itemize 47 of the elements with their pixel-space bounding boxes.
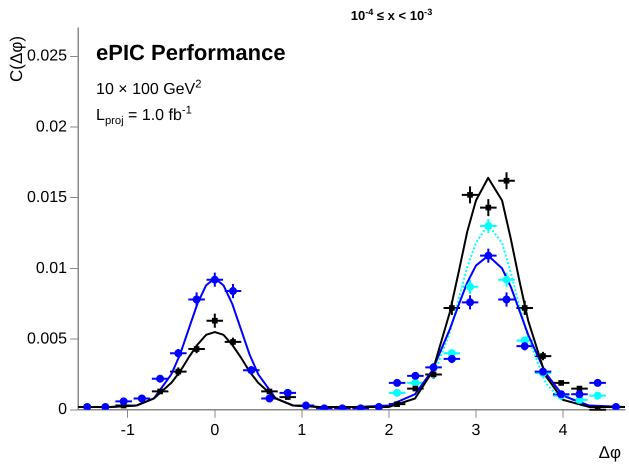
point	[101, 402, 110, 410]
point	[448, 354, 456, 363]
point	[266, 388, 272, 394]
point	[393, 388, 402, 397]
point	[247, 366, 256, 374]
point	[430, 372, 436, 378]
point	[540, 353, 546, 359]
point	[230, 339, 236, 345]
point	[157, 388, 163, 394]
y-tick-label: 0.02	[36, 118, 68, 136]
point	[156, 374, 164, 383]
point	[430, 363, 438, 372]
x-tick-label: 4	[558, 422, 568, 439]
point	[612, 402, 620, 410]
point	[174, 349, 182, 358]
point	[484, 222, 492, 230]
y-tick-label: 0.015	[26, 189, 68, 206]
point	[393, 378, 402, 387]
point	[558, 380, 564, 386]
point	[594, 378, 602, 387]
x-tick-label: 0	[210, 422, 220, 439]
x-axis-title: Δφ	[598, 443, 622, 462]
point	[83, 402, 92, 410]
x-tick-label: -1	[120, 422, 135, 439]
point	[520, 342, 529, 350]
point	[138, 394, 146, 402]
point	[120, 397, 128, 406]
y-tick-label: 0.005	[26, 330, 68, 348]
x-tick-label: 2	[384, 422, 394, 439]
x-tick-label: 1	[297, 422, 306, 439]
point	[575, 390, 584, 398]
point	[194, 346, 200, 352]
point	[594, 392, 602, 400]
point	[302, 402, 310, 410]
point	[210, 276, 219, 284]
x-tick-label: 3	[472, 422, 481, 439]
y-tick-label: 0	[58, 401, 68, 418]
y-tick-label: 0.01	[36, 260, 68, 277]
annotation: ePIC Performance	[96, 40, 286, 65]
point	[284, 388, 292, 397]
point	[175, 368, 182, 374]
y-tick-label: 0.025	[26, 48, 68, 65]
point	[411, 372, 420, 380]
point	[265, 394, 274, 402]
point	[394, 401, 400, 407]
y-axis-title: C(Δφ)	[7, 36, 26, 82]
point	[412, 386, 418, 392]
